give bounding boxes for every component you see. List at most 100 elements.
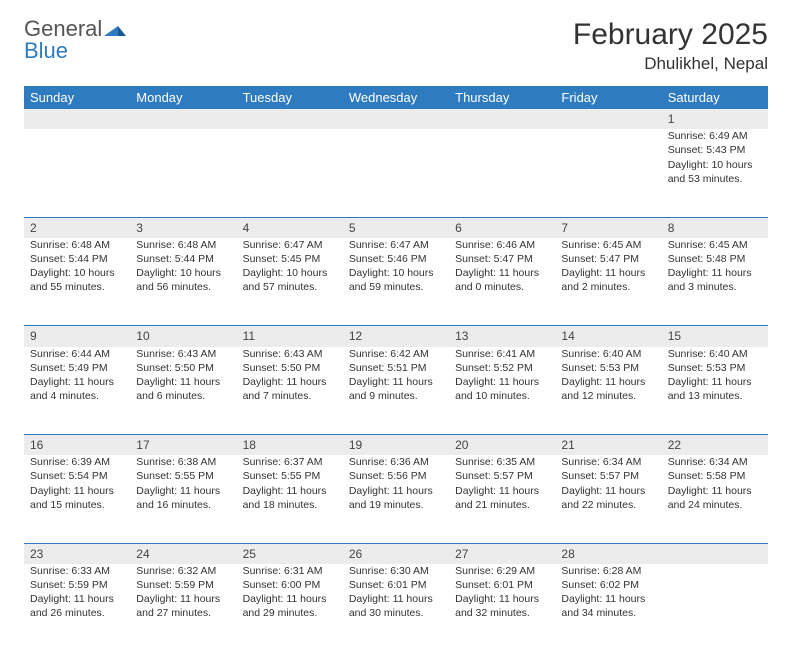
sunset-text: Sunset: 5:50 PM [136,361,230,375]
day-detail-cell: Sunrise: 6:45 AMSunset: 5:47 PMDaylight:… [555,238,661,326]
brand-logo: GeneralBlue [24,18,126,62]
day-detail-cell: Sunrise: 6:39 AMSunset: 5:54 PMDaylight:… [24,455,130,543]
day-number-cell: 15 [662,326,768,347]
day-detail-cell: Sunrise: 6:29 AMSunset: 6:01 PMDaylight:… [449,564,555,652]
day-detail-cell: Sunrise: 6:45 AMSunset: 5:48 PMDaylight:… [662,238,768,326]
sunset-text: Sunset: 5:53 PM [561,361,655,375]
day-number-cell [662,543,768,564]
daylight-text: Daylight: 11 hours and 6 minutes. [136,375,230,403]
day-detail-row: Sunrise: 6:48 AMSunset: 5:44 PMDaylight:… [24,238,768,326]
daylight-text: Daylight: 10 hours and 56 minutes. [136,266,230,294]
day-number-cell: 23 [24,543,130,564]
day-number-cell: 4 [237,217,343,238]
day-number-row: 16171819202122 [24,435,768,456]
day-detail-cell: Sunrise: 6:40 AMSunset: 5:53 PMDaylight:… [662,347,768,435]
day-detail-cell: Sunrise: 6:41 AMSunset: 5:52 PMDaylight:… [449,347,555,435]
day-number-cell: 16 [24,435,130,456]
daylight-text: Daylight: 11 hours and 3 minutes. [668,266,762,294]
sunset-text: Sunset: 6:01 PM [455,578,549,592]
daylight-text: Daylight: 11 hours and 16 minutes. [136,484,230,512]
sunrise-text: Sunrise: 6:34 AM [668,455,762,469]
sunset-text: Sunset: 5:53 PM [668,361,762,375]
daylight-text: Daylight: 11 hours and 19 minutes. [349,484,443,512]
sunset-text: Sunset: 5:48 PM [668,252,762,266]
sunrise-text: Sunrise: 6:29 AM [455,564,549,578]
month-title: February 2025 [573,18,768,52]
day-detail-row: Sunrise: 6:33 AMSunset: 5:59 PMDaylight:… [24,564,768,652]
day-number-cell: 25 [237,543,343,564]
day-detail-cell: Sunrise: 6:30 AMSunset: 6:01 PMDaylight:… [343,564,449,652]
day-number-cell: 18 [237,435,343,456]
sunrise-text: Sunrise: 6:44 AM [30,347,124,361]
sunrise-text: Sunrise: 6:47 AM [349,238,443,252]
sunset-text: Sunset: 5:54 PM [30,469,124,483]
day-number-cell [555,109,661,129]
daylight-text: Daylight: 11 hours and 26 minutes. [30,592,124,620]
day-number-row: 1 [24,109,768,129]
day-detail-row: Sunrise: 6:49 AMSunset: 5:43 PMDaylight:… [24,129,768,217]
day-detail-cell [449,129,555,217]
day-number-cell: 17 [130,435,236,456]
sunrise-text: Sunrise: 6:48 AM [30,238,124,252]
day-detail-cell [237,129,343,217]
sunrise-text: Sunrise: 6:36 AM [349,455,443,469]
day-number-cell: 22 [662,435,768,456]
sunset-text: Sunset: 6:01 PM [349,578,443,592]
daylight-text: Daylight: 10 hours and 57 minutes. [243,266,337,294]
daylight-text: Daylight: 11 hours and 0 minutes. [455,266,549,294]
day-detail-cell: Sunrise: 6:43 AMSunset: 5:50 PMDaylight:… [130,347,236,435]
title-block: February 2025 Dhulikhel, Nepal [573,18,768,74]
sunset-text: Sunset: 5:58 PM [668,469,762,483]
daylight-text: Daylight: 11 hours and 22 minutes. [561,484,655,512]
sunset-text: Sunset: 5:57 PM [561,469,655,483]
day-detail-cell: Sunrise: 6:44 AMSunset: 5:49 PMDaylight:… [24,347,130,435]
day-header: Monday [130,86,236,109]
sunset-text: Sunset: 5:56 PM [349,469,443,483]
day-detail-cell: Sunrise: 6:32 AMSunset: 5:59 PMDaylight:… [130,564,236,652]
day-detail-cell [130,129,236,217]
daylight-text: Daylight: 10 hours and 59 minutes. [349,266,443,294]
daylight-text: Daylight: 11 hours and 29 minutes. [243,592,337,620]
sunset-text: Sunset: 5:55 PM [136,469,230,483]
day-detail-cell: Sunrise: 6:35 AMSunset: 5:57 PMDaylight:… [449,455,555,543]
daylight-text: Daylight: 11 hours and 4 minutes. [30,375,124,403]
day-header: Saturday [662,86,768,109]
sunrise-text: Sunrise: 6:28 AM [561,564,655,578]
sunrise-text: Sunrise: 6:48 AM [136,238,230,252]
daylight-text: Daylight: 11 hours and 27 minutes. [136,592,230,620]
logo-mark-icon [104,18,126,34]
calendar-body: 1 Sunrise: 6:49 AMSunset: 5:43 PMDayligh… [24,109,768,652]
daylight-text: Daylight: 11 hours and 7 minutes. [243,375,337,403]
sunset-text: Sunset: 5:59 PM [30,578,124,592]
day-header: Thursday [449,86,555,109]
day-number-cell: 12 [343,326,449,347]
sunrise-text: Sunrise: 6:30 AM [349,564,443,578]
day-detail-cell: Sunrise: 6:46 AMSunset: 5:47 PMDaylight:… [449,238,555,326]
day-number-cell: 24 [130,543,236,564]
day-detail-cell: Sunrise: 6:47 AMSunset: 5:45 PMDaylight:… [237,238,343,326]
daylight-text: Daylight: 11 hours and 9 minutes. [349,375,443,403]
day-detail-cell [555,129,661,217]
daylight-text: Daylight: 11 hours and 13 minutes. [668,375,762,403]
sunset-text: Sunset: 5:44 PM [136,252,230,266]
sunrise-text: Sunrise: 6:32 AM [136,564,230,578]
sunrise-text: Sunrise: 6:41 AM [455,347,549,361]
sunset-text: Sunset: 5:46 PM [349,252,443,266]
daylight-text: Daylight: 11 hours and 24 minutes. [668,484,762,512]
day-number-cell [130,109,236,129]
sunset-text: Sunset: 5:51 PM [349,361,443,375]
day-number-cell: 7 [555,217,661,238]
day-detail-cell: Sunrise: 6:42 AMSunset: 5:51 PMDaylight:… [343,347,449,435]
day-number-cell: 10 [130,326,236,347]
day-number-cell: 3 [130,217,236,238]
day-detail-cell: Sunrise: 6:48 AMSunset: 5:44 PMDaylight:… [24,238,130,326]
day-detail-cell: Sunrise: 6:34 AMSunset: 5:57 PMDaylight:… [555,455,661,543]
day-number-row: 2345678 [24,217,768,238]
brand-part2: Blue [24,38,68,63]
daylight-text: Daylight: 10 hours and 55 minutes. [30,266,124,294]
sunset-text: Sunset: 5:47 PM [561,252,655,266]
day-detail-cell [24,129,130,217]
sunrise-text: Sunrise: 6:33 AM [30,564,124,578]
daylight-text: Daylight: 11 hours and 30 minutes. [349,592,443,620]
sunset-text: Sunset: 5:59 PM [136,578,230,592]
